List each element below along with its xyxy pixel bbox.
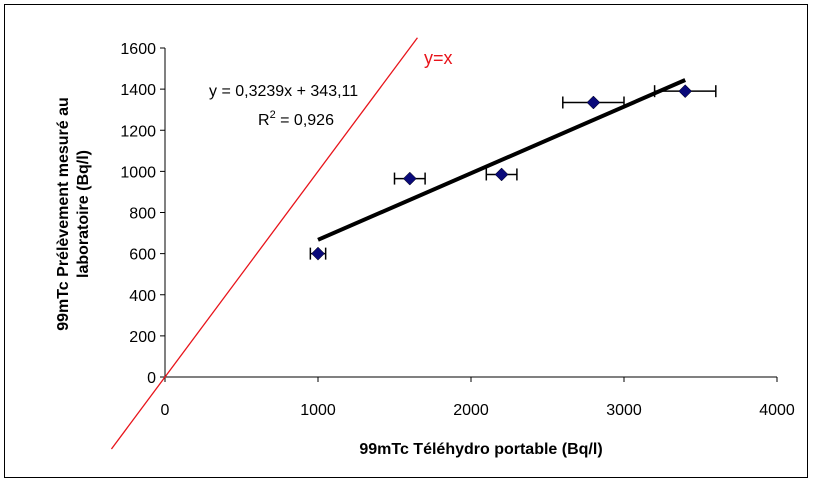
y-tick-label: 400 [129, 288, 156, 305]
data-points [311, 84, 693, 261]
y-tick-label: 200 [129, 329, 156, 346]
x-tick-label: 2000 [453, 402, 489, 419]
x-tick-label: 4000 [759, 402, 795, 419]
x-tick-label: 0 [161, 402, 170, 419]
y-tick-label: 600 [129, 247, 156, 264]
y-tick-label: 1600 [120, 41, 156, 58]
trendline-equation: y = 0,3239x + 343,11 [209, 83, 358, 100]
axes [160, 47, 778, 382]
y-axis-title-line1: 99mTc Prélèvement mesuré au [55, 97, 72, 331]
data-point-marker [402, 171, 417, 186]
error-bars [309, 85, 717, 260]
tick-labels: 0 200 400 600 800 1000 1200 1400 1600 0 1000 2000 30… [120, 41, 794, 419]
data-point-marker [586, 95, 601, 110]
y-tick-label: 1200 [120, 123, 156, 140]
trendline-group [317, 78, 686, 242]
x-tick-label: 1000 [300, 402, 336, 419]
reference-line [110, 37, 418, 450]
trendline [317, 78, 686, 242]
y-tick-label: 800 [129, 206, 156, 223]
x-tick-label: 3000 [606, 402, 642, 419]
r-squared-label: R2 = 0,926 [258, 109, 334, 129]
data-point-marker [311, 246, 325, 261]
y-tick-label: 0 [147, 370, 156, 387]
x-axis-title: 99mTc Téléhydro portable (Bq/l) [359, 441, 602, 458]
y-tick-label: 1400 [120, 82, 156, 99]
reference-line-label: y=x [424, 48, 453, 68]
y-axis-title-line2: laboratoire (Bq/l) [75, 150, 92, 278]
data-point-marker [678, 84, 693, 99]
data-point-marker [494, 167, 509, 182]
y-tick-label: 1000 [120, 164, 156, 181]
reference-line-group [110, 37, 418, 450]
